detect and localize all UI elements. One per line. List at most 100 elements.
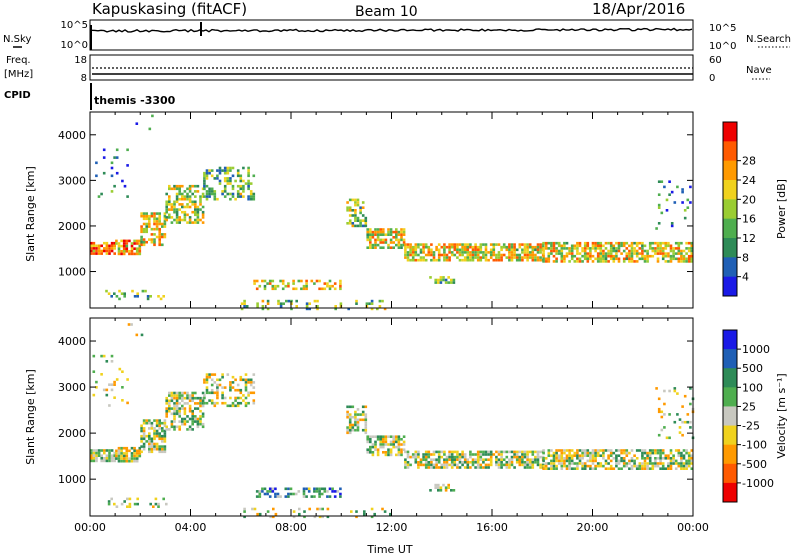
data-cell [463, 256, 467, 259]
data-cell [622, 464, 626, 468]
data-cell [663, 185, 666, 189]
data-cell [351, 426, 355, 429]
data-cell [397, 438, 401, 441]
data-cell [122, 459, 126, 463]
data-cell [641, 257, 644, 261]
data-cell [173, 420, 176, 423]
data-cell [170, 412, 174, 416]
data-cell [685, 459, 688, 463]
data-cell [170, 187, 174, 191]
data-cell [489, 458, 493, 461]
data-cell [677, 451, 681, 455]
data-cell [633, 462, 636, 465]
data-cell [568, 449, 571, 452]
data-cell [158, 230, 161, 234]
data-cell [210, 187, 214, 191]
data-cell [113, 457, 116, 460]
data-cell [196, 221, 200, 224]
data-cell [439, 281, 443, 284]
data-cell [673, 420, 677, 424]
data-cell [186, 195, 189, 198]
data-cell [635, 254, 639, 258]
data-cell [615, 449, 618, 452]
data-cell [307, 490, 311, 493]
data-cell [247, 391, 250, 395]
data-cell [432, 458, 436, 461]
data-cell [479, 243, 483, 246]
data-cell [210, 169, 214, 172]
data-cell [643, 260, 647, 263]
data-cell [287, 299, 291, 303]
data-cell [661, 451, 665, 455]
data-cell [400, 451, 403, 454]
data-cell [657, 410, 661, 414]
data-cell [476, 251, 480, 254]
data-cell [445, 253, 449, 257]
data-cell [120, 459, 123, 463]
data-cell [239, 396, 243, 400]
data-cell [411, 253, 415, 257]
data-cell [389, 435, 393, 438]
data-cell [589, 454, 592, 457]
data-cell [667, 454, 670, 457]
data-cell [680, 462, 683, 465]
data-cell [181, 420, 184, 423]
nsky-label: N.Sky [3, 34, 31, 45]
data-cell [471, 258, 475, 262]
data-cell [300, 279, 303, 283]
data-cell [157, 502, 160, 506]
data-cell [456, 450, 459, 454]
data-cell [456, 248, 459, 252]
data-cell [389, 512, 392, 516]
data-cell [97, 252, 101, 255]
data-cell [620, 449, 623, 452]
data-cell [669, 467, 673, 470]
data-cell [188, 409, 192, 413]
data-cell [236, 174, 240, 178]
data-cell [125, 454, 129, 458]
data-cell [236, 383, 240, 387]
data-cell [229, 169, 232, 172]
data-cell [682, 464, 686, 468]
data-cell [173, 428, 176, 431]
data-cell [369, 451, 372, 454]
data-cell [165, 216, 168, 219]
data-cell [544, 462, 548, 465]
data-cell [690, 260, 694, 263]
data-cell [609, 247, 613, 250]
data-cell [682, 457, 686, 460]
data-cell [229, 192, 232, 196]
data-cell [92, 249, 96, 253]
data-cell [596, 247, 600, 250]
data-cell [113, 383, 116, 386]
data-cell [643, 449, 647, 452]
data-cell [323, 487, 327, 491]
data-cell [201, 404, 205, 408]
data-cell [183, 391, 187, 395]
data-cell [320, 487, 324, 491]
data-cell [523, 256, 527, 259]
data-cell [155, 429, 159, 433]
data-cell [351, 224, 355, 228]
colorbar-tick-label: 4 [742, 271, 749, 284]
data-cell [668, 193, 671, 196]
data-cell [437, 489, 440, 492]
colorbar-tick-label: 20 [742, 193, 756, 206]
data-cell [563, 449, 566, 452]
data-cell [424, 453, 428, 456]
data-cell [258, 490, 262, 493]
data-cell [539, 251, 542, 254]
data-cell [612, 244, 616, 248]
data-cell [660, 180, 664, 183]
data-cell [661, 464, 665, 468]
data-cell [178, 197, 181, 201]
data-cell [471, 251, 475, 254]
data-cell [183, 218, 187, 222]
data-cell [148, 434, 151, 438]
data-cell [604, 462, 608, 465]
data-cell [651, 451, 655, 455]
data-cell [508, 450, 511, 454]
data-cell [583, 244, 587, 248]
data-cell [118, 289, 121, 293]
